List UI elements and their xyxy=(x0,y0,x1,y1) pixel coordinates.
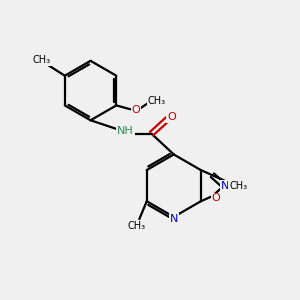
Text: O: O xyxy=(132,105,141,115)
Text: CH₃: CH₃ xyxy=(229,181,247,190)
Text: N: N xyxy=(169,214,178,224)
Text: CH₃: CH₃ xyxy=(127,220,146,231)
Text: N: N xyxy=(220,181,229,191)
Text: NH: NH xyxy=(117,126,134,136)
Text: CH₃: CH₃ xyxy=(147,96,166,106)
Text: O: O xyxy=(212,194,220,203)
Text: CH₃: CH₃ xyxy=(33,55,51,65)
Text: O: O xyxy=(167,112,176,122)
